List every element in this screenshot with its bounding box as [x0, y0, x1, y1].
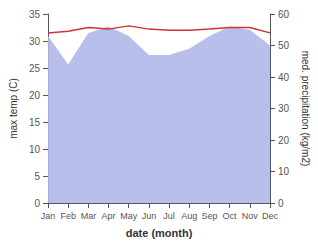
svg-text:Jan: Jan [41, 211, 56, 221]
svg-text:May: May [120, 211, 138, 221]
svg-text:max temp (C): max temp (C) [8, 78, 19, 139]
svg-text:Jul: Jul [163, 211, 175, 221]
svg-text:med. precipitation (kg/m2): med. precipitation (kg/m2) [300, 51, 311, 167]
svg-text:60: 60 [278, 9, 290, 20]
svg-text:15: 15 [29, 117, 41, 128]
svg-text:10: 10 [29, 144, 41, 155]
svg-text:Sep: Sep [201, 211, 217, 221]
svg-text:date (month): date (month) [126, 227, 193, 239]
svg-text:Oct: Oct [223, 211, 238, 221]
svg-text:20: 20 [278, 135, 290, 146]
svg-text:5: 5 [34, 171, 40, 182]
svg-text:0: 0 [34, 198, 40, 209]
svg-text:10: 10 [278, 166, 290, 177]
svg-text:Aug: Aug [181, 211, 197, 221]
svg-text:Apr: Apr [102, 211, 116, 221]
svg-text:40: 40 [278, 72, 290, 83]
svg-text:30: 30 [278, 103, 290, 114]
svg-text:Jun: Jun [142, 211, 157, 221]
svg-text:50: 50 [278, 40, 290, 51]
svg-text:Mar: Mar [81, 211, 97, 221]
svg-text:25: 25 [29, 63, 41, 74]
svg-text:Nov: Nov [242, 211, 259, 221]
svg-text:Feb: Feb [60, 211, 76, 221]
svg-text:30: 30 [29, 36, 41, 47]
svg-text:0: 0 [278, 198, 284, 209]
svg-text:35: 35 [29, 9, 41, 20]
svg-text:Dec: Dec [262, 211, 279, 221]
svg-text:20: 20 [29, 90, 41, 101]
